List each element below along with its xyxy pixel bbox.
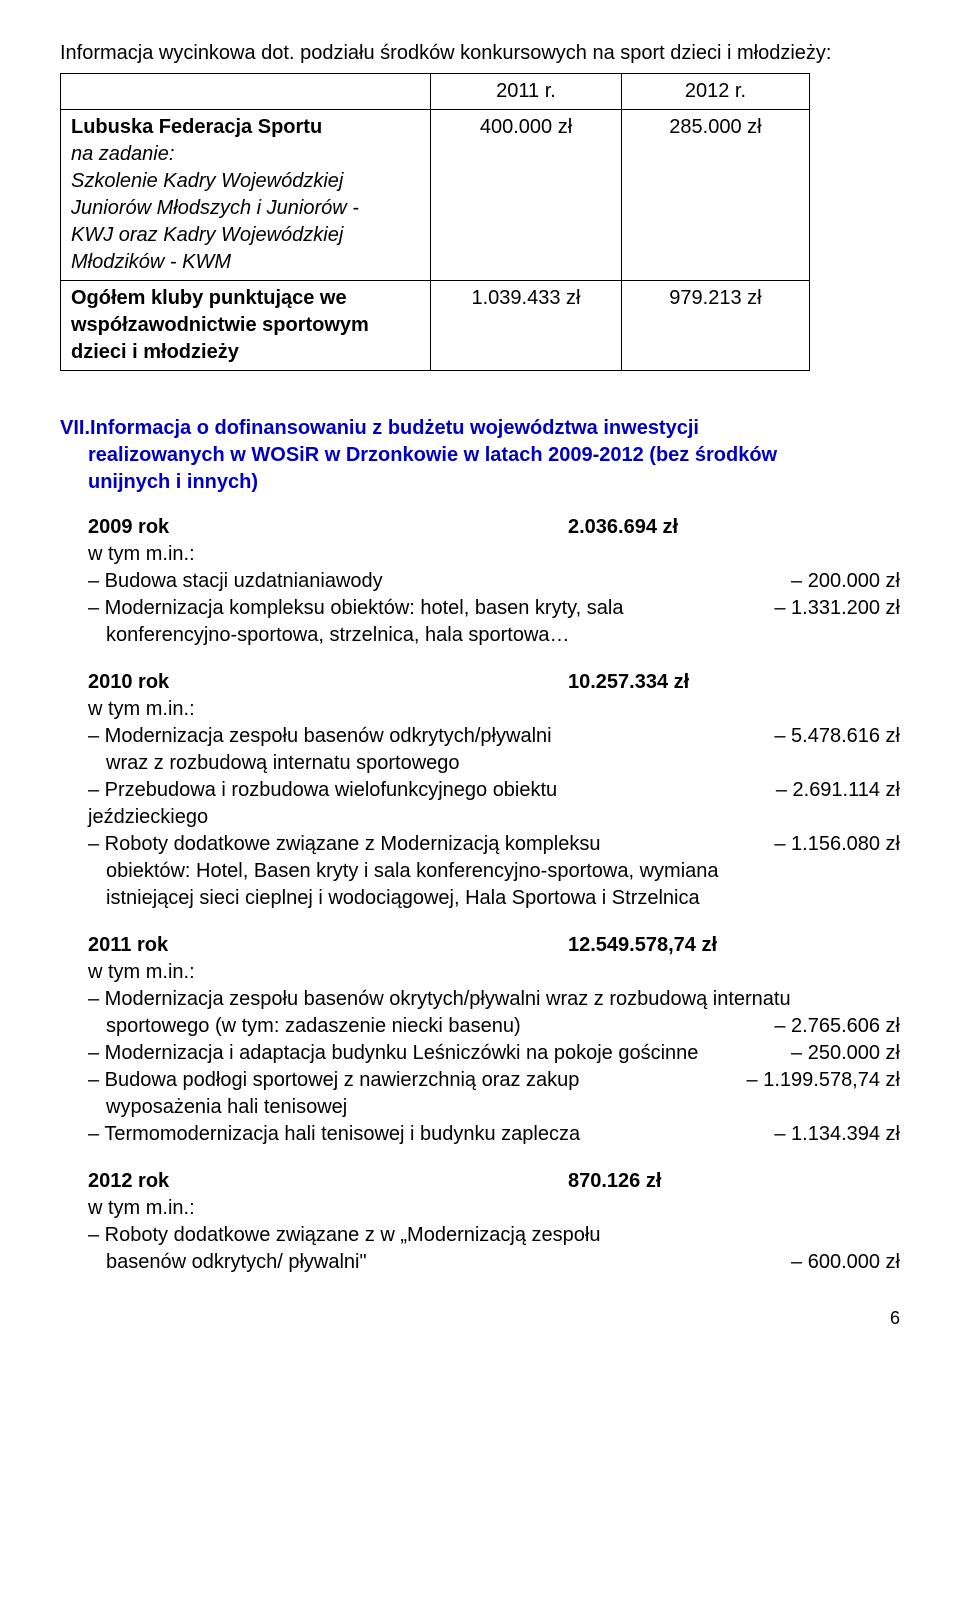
y2010-item2b: jeździeckiego: [88, 804, 900, 831]
y2011-item3a-l: – Budowa podłogi sportowej z nawierzchni…: [88, 1067, 727, 1094]
section-title-c: unijnych i innych): [88, 471, 258, 493]
table-row1-desc: Lubuska Federacja Sportu na zadanie: Szk…: [61, 110, 431, 281]
section-title-b: realizowanych w WOSiR w Drzonkowie w lat…: [88, 444, 777, 466]
y2009-item1-r: – 200.000 zł: [771, 568, 900, 595]
year-2010-label: 2010 rok: [88, 669, 568, 696]
y2010-item3b: obiektów: Hotel, Basen kryty i sala konf…: [106, 858, 900, 885]
row1-val2: 285.000 zł: [621, 110, 809, 281]
table-header-year1: 2011 r.: [431, 74, 622, 110]
y2011-item2-l: – Modernizacja i adaptacja budynku Leśni…: [88, 1040, 771, 1067]
wtym-2010: w tym m.in.:: [88, 696, 900, 723]
row1-sub-line5: Młodzików - KWM: [71, 251, 231, 273]
y2010-item2a-r: – 2.691.114 zł: [756, 777, 900, 804]
section-title-a: VII.Informacja o dofinansowaniu z budżet…: [60, 417, 699, 439]
year-2012-total: 870.126 zł: [568, 1168, 661, 1195]
y2011-item3a-r: – 1.199.578,74 zł: [727, 1067, 900, 1094]
y2011-item1a: – Modernizacja zespołu basenów okrytych/…: [88, 986, 900, 1013]
y2009-item1: – Budowa stacji uzdatnianiawody – 200.00…: [88, 568, 900, 595]
y2011-item4-l: – Termomodernizacja hali tenisowej i bud…: [88, 1121, 754, 1148]
year-2009-label: 2009 rok: [88, 514, 568, 541]
table-row2-desc: Ogółem kluby punktujące we współzawodnic…: [61, 281, 431, 371]
y2010-item2a-l: – Przebudowa i rozbudowa wielofunkcyjneg…: [88, 777, 756, 804]
table-header-empty: [61, 74, 431, 110]
y2012-item1b: basenów odkrytych/ pływalni" – 600.000 z…: [106, 1249, 900, 1276]
y2012-item1a: – Roboty dodatkowe związane z w „Moderni…: [88, 1222, 900, 1249]
y2010-item1a-r: – 5.478.616 zł: [754, 723, 900, 750]
year-2010-total: 10.257.334 zł: [568, 669, 689, 696]
y2011-item3a: – Budowa podłogi sportowej z nawierzchni…: [88, 1067, 900, 1094]
row2-line1: Ogółem kluby punktujące we: [71, 287, 347, 309]
y2010-item3a-r: – 1.156.080 zł: [754, 831, 900, 858]
years-block: 2009 rok 2.036.694 zł w tym m.in.: – Bud…: [88, 514, 900, 1276]
row1-title: Lubuska Federacja Sportu: [71, 114, 420, 141]
y2011-item3b: wyposażenia hali tenisowej: [106, 1094, 900, 1121]
row2-line2: współzawodnictwie sportowym: [71, 314, 369, 336]
row1-sub-line2: Szkolenie Kadry Wojewódzkiej: [71, 170, 343, 192]
row2-line3: dzieci i młodzieży: [71, 341, 239, 363]
year-2011-total: 12.549.578,74 zł: [568, 932, 717, 959]
year-2009-header: 2009 rok 2.036.694 zł: [88, 514, 900, 541]
y2012-item1b-r: – 600.000 zł: [771, 1249, 900, 1276]
table-header-year2: 2012 r.: [621, 74, 809, 110]
row1-val1: 400.000 zł: [431, 110, 622, 281]
y2009-item1-l: – Budowa stacji uzdatnianiawody: [88, 568, 771, 595]
section-vii-title: VII.Informacja o dofinansowaniu z budżet…: [60, 415, 900, 496]
y2009-item2a-l: – Modernizacja kompleksu obiektów: hotel…: [88, 595, 754, 622]
y2009-item2a-r: – 1.331.200 zł: [754, 595, 900, 622]
y2010-item1b: wraz z rozbudową internatu sportowego: [106, 750, 900, 777]
y2011-item1b-l: sportowego (w tym: zadaszenie niecki bas…: [106, 1013, 754, 1040]
y2011-item2: – Modernizacja i adaptacja budynku Leśni…: [88, 1040, 900, 1067]
y2010-item3a-l: – Roboty dodatkowe związane z Modernizac…: [88, 831, 754, 858]
year-2012-header: 2012 rok 870.126 zł: [88, 1168, 900, 1195]
y2011-item4: – Termomodernizacja hali tenisowej i bud…: [88, 1121, 900, 1148]
row1-sub-line4: KWJ oraz Kadry Wojewódzkiej: [71, 224, 343, 246]
y2009-item2a: – Modernizacja kompleksu obiektów: hotel…: [88, 595, 900, 622]
y2010-item3c: istniejącej sieci cieplnej i wodociągowe…: [106, 885, 900, 912]
row2-val1: 1.039.433 zł: [431, 281, 622, 371]
row1-sub-main: na zadanie:: [71, 143, 174, 165]
intro-text: Informacja wycinkowa dot. podziału środk…: [60, 40, 900, 67]
year-2011-header: 2011 rok 12.549.578,74 zł: [88, 932, 900, 959]
row2-val2: 979.213 zł: [621, 281, 809, 371]
funding-table: 2011 r. 2012 r. Lubuska Federacja Sportu…: [60, 73, 810, 371]
y2011-item4-r: – 1.134.394 zł: [754, 1121, 900, 1148]
y2010-item3a: – Roboty dodatkowe związane z Modernizac…: [88, 831, 900, 858]
y2011-item1b: sportowego (w tym: zadaszenie niecki bas…: [106, 1013, 900, 1040]
year-2009-total: 2.036.694 zł: [568, 514, 678, 541]
y2010-item1a: – Modernizacja zespołu basenów odkrytych…: [88, 723, 900, 750]
wtym-2009: w tym m.in.:: [88, 541, 900, 568]
year-2011-label: 2011 rok: [88, 932, 568, 959]
y2011-item1b-r: – 2.765.606 zł: [754, 1013, 900, 1040]
y2010-item2a: – Przebudowa i rozbudowa wielofunkcyjneg…: [88, 777, 900, 804]
page-number: 6: [60, 1306, 900, 1330]
row1-sub-line3: Juniorów Młodszych i Juniorów -: [71, 197, 359, 219]
y2012-item1b-l: basenów odkrytych/ pływalni": [106, 1249, 771, 1276]
year-2012-label: 2012 rok: [88, 1168, 568, 1195]
year-2010-header: 2010 rok 10.257.334 zł: [88, 669, 900, 696]
y2010-item1a-l: – Modernizacja zespołu basenów odkrytych…: [88, 723, 754, 750]
y2011-item2-r: – 250.000 zł: [771, 1040, 900, 1067]
wtym-2011: w tym m.in.:: [88, 959, 900, 986]
wtym-2012: w tym m.in.:: [88, 1195, 900, 1222]
y2009-item2b: konferencyjno-sportowa, strzelnica, hala…: [106, 622, 900, 649]
